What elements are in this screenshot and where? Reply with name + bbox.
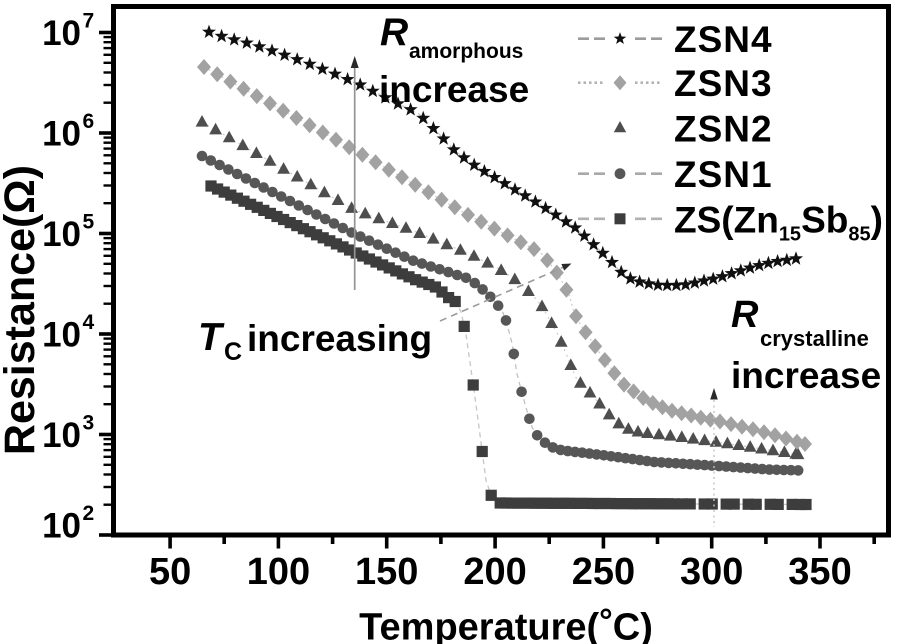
svg-text:6: 6 xyxy=(83,110,95,133)
svg-text:increase: increase xyxy=(731,355,881,396)
svg-text:250: 250 xyxy=(572,551,635,593)
svg-text:crystalline: crystalline xyxy=(760,326,869,351)
svg-text:3: 3 xyxy=(83,412,95,435)
svg-text:R: R xyxy=(380,11,408,54)
svg-text:350: 350 xyxy=(788,551,851,593)
svg-text:10: 10 xyxy=(42,507,81,546)
svg-text:200: 200 xyxy=(463,551,526,593)
svg-text:Resistance(Ω): Resistance(Ω) xyxy=(0,165,44,455)
svg-text:10: 10 xyxy=(42,115,81,154)
svg-text:ZSN4: ZSN4 xyxy=(674,19,773,60)
svg-text:300: 300 xyxy=(680,551,743,593)
svg-text:10: 10 xyxy=(42,215,81,254)
svg-text:ZSN2: ZSN2 xyxy=(674,108,773,149)
svg-text:ZS(Zn15Sb85): ZS(Zn15Sb85) xyxy=(674,199,883,245)
svg-text:C: C xyxy=(224,338,242,366)
svg-text:10: 10 xyxy=(42,14,81,53)
svg-text:5: 5 xyxy=(83,211,95,234)
svg-text:100: 100 xyxy=(247,551,310,593)
svg-text:ZSN3: ZSN3 xyxy=(674,63,773,104)
svg-text:50: 50 xyxy=(149,551,191,593)
svg-text:2: 2 xyxy=(83,502,95,525)
svg-text:150: 150 xyxy=(355,551,418,593)
svg-text:Temperature(°C): Temperature(°C) xyxy=(359,603,653,644)
svg-text:10: 10 xyxy=(42,316,81,355)
svg-text:amorphous: amorphous xyxy=(409,40,523,63)
svg-text:ZSN1: ZSN1 xyxy=(674,154,773,195)
svg-text:increase: increase xyxy=(379,69,529,110)
svg-text:7: 7 xyxy=(83,10,95,33)
svg-text:T: T xyxy=(198,316,225,359)
svg-text:10: 10 xyxy=(42,416,81,455)
svg-text:increasing: increasing xyxy=(247,318,432,359)
svg-text:R: R xyxy=(731,294,759,336)
svg-text:4: 4 xyxy=(83,311,95,334)
